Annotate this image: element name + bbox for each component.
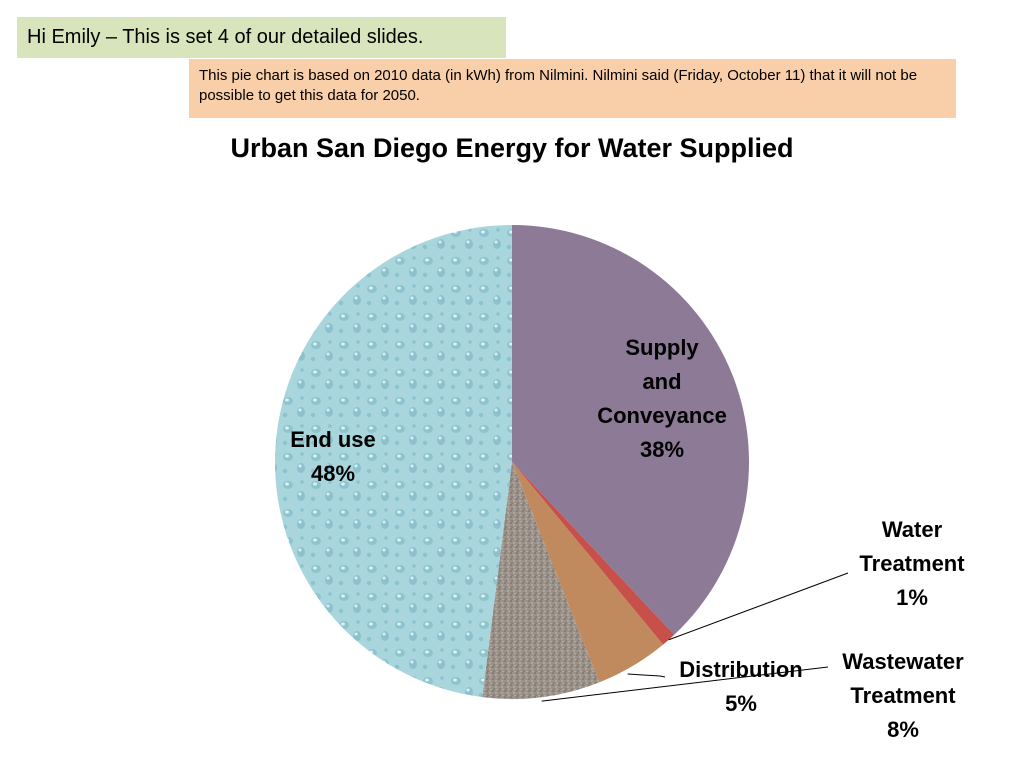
data-label-wastewater-treatment: Wastewater Treatment 8% <box>842 649 964 742</box>
leader-lines <box>541 572 849 702</box>
pie-slices <box>275 225 749 699</box>
leader-line-distribution <box>627 673 666 678</box>
leader-line-wastewater-treatment <box>541 666 829 702</box>
data-label-supply-and-conveyance: Supply and Conveyance 38% <box>597 335 727 462</box>
pie-slice-water-treatment <box>512 462 675 645</box>
data-label-end-use: End use 48% <box>290 427 376 486</box>
pie-slice-supply-and-conveyance <box>512 225 749 635</box>
pie-slice-distribution <box>512 462 664 683</box>
chart-title: Urban San Diego Energy for Water Supplie… <box>230 133 794 163</box>
slice-labels: Supply and Conveyance 38% Water Treatment 1% Di… <box>290 335 965 742</box>
pie-slice-wastewater-treatment <box>482 462 600 699</box>
data-label-distribution: Distribution 5% <box>679 657 802 716</box>
note-banner: This pie chart is based on 2010 data (in… <box>189 59 956 118</box>
data-label-water-treatment: Water Treatment 1% <box>859 517 965 610</box>
leader-line-water-treatment <box>668 572 849 641</box>
greeting-banner: Hi Emily – This is set 4 of our detailed… <box>17 17 506 58</box>
pie-slice-end-use <box>275 225 512 698</box>
